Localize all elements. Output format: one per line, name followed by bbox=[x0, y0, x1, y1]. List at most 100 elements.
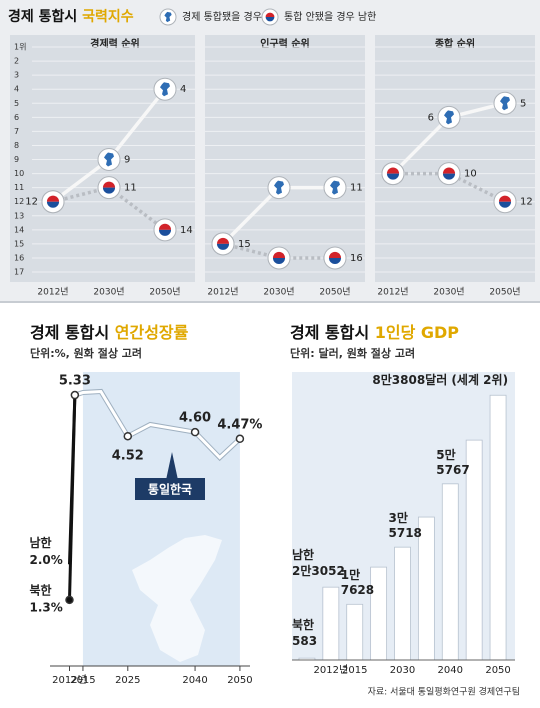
source: 자료: 서울대 통일평화연구원 경제연구팀 bbox=[368, 686, 520, 698]
data-label: 2.0% bbox=[29, 553, 62, 567]
panel-bg bbox=[375, 35, 535, 282]
panel-title: 경제력 순위 bbox=[90, 37, 139, 50]
y-tick-label: 14 bbox=[14, 225, 24, 234]
peninsula bbox=[164, 11, 172, 23]
peninsula bbox=[274, 180, 284, 195]
subtitle: 단위: 달러, 원화 절상 고려 bbox=[290, 346, 415, 360]
y-tick-label: 13 bbox=[14, 211, 24, 220]
data-label: 5 bbox=[520, 98, 526, 109]
bar-label: 남한 bbox=[292, 548, 315, 562]
y-tick-label: 6 bbox=[14, 113, 19, 122]
south-korea-marker bbox=[41, 190, 65, 214]
chart-title: 경제 통합시 연간성장률 bbox=[30, 323, 189, 342]
data-label: 12 bbox=[25, 197, 38, 208]
data-label: 5.33 bbox=[59, 374, 91, 389]
x-tick-label: 2030년 bbox=[93, 287, 124, 298]
y-tick-label: 15 bbox=[14, 239, 24, 248]
x-tick-label: 2050년 bbox=[149, 287, 180, 298]
y-tick-label: 7 bbox=[14, 127, 19, 136]
x-tick-label: 2012년 bbox=[314, 664, 349, 676]
data-label: 4 bbox=[180, 84, 186, 95]
taeguk-red bbox=[386, 167, 400, 174]
x-tick-label: 2050 bbox=[485, 665, 510, 676]
callout-pointer bbox=[166, 452, 178, 480]
series-line bbox=[222, 242, 335, 260]
y-tick-label: 10 bbox=[14, 169, 24, 178]
data-label: 5만 5767 bbox=[436, 447, 470, 477]
title-text: 경제 통합시 bbox=[8, 8, 77, 25]
y-tick-label: 2 bbox=[14, 57, 19, 66]
point bbox=[190, 427, 200, 437]
taeguk-blue bbox=[46, 201, 60, 208]
data-label: 6 bbox=[428, 112, 434, 123]
taeguk-blue bbox=[442, 173, 456, 180]
title-text: 경제 통합시 bbox=[30, 323, 109, 342]
data-label: 14 bbox=[180, 225, 193, 236]
data-label: 1만 7628 bbox=[340, 568, 375, 598]
taeguk-blue bbox=[265, 17, 275, 22]
data-label: 15 bbox=[238, 239, 251, 250]
bar bbox=[322, 586, 340, 661]
data-label: 3만 5718 bbox=[388, 511, 422, 541]
taeguk-red bbox=[158, 223, 172, 230]
title-highlight: 1인당 GDP bbox=[375, 323, 460, 342]
south-korea-marker bbox=[493, 190, 517, 214]
taeguk-red bbox=[102, 181, 116, 188]
data-label: 4.60 bbox=[179, 411, 211, 426]
panel-title: 인구력 순위 bbox=[260, 37, 309, 50]
data-label: 8만3808달러 (세계 2위) bbox=[372, 373, 509, 388]
bar bbox=[489, 394, 507, 661]
unified-marker bbox=[159, 8, 177, 26]
peninsula bbox=[330, 180, 340, 195]
data-label: 10 bbox=[464, 169, 477, 180]
x-tick-label: 2050년 bbox=[319, 287, 350, 298]
south-korea-marker bbox=[211, 232, 235, 256]
series-line bbox=[67, 395, 77, 600]
x-tick-label: 2015 bbox=[70, 675, 95, 686]
bar bbox=[394, 546, 411, 661]
unified-marker bbox=[97, 148, 121, 171]
x-tick-label: 2040 bbox=[438, 665, 463, 676]
x-tick-label: 2012년 bbox=[207, 287, 238, 298]
y-tick-label: 8 bbox=[14, 141, 19, 150]
taeguk-red bbox=[442, 167, 456, 174]
y-tick-label: 3 bbox=[14, 71, 19, 80]
callout-box bbox=[135, 478, 205, 500]
y-tick-label: 11 bbox=[14, 183, 24, 192]
legend-label: 통합 안됐을 경우 남한 bbox=[284, 10, 376, 23]
taeguk-red bbox=[498, 195, 512, 202]
bar bbox=[346, 603, 364, 661]
peninsula bbox=[444, 110, 454, 125]
bar bbox=[441, 483, 459, 661]
taeguk-red bbox=[328, 251, 342, 258]
south-korea-marker bbox=[261, 8, 279, 26]
x-tick-label: 2015 bbox=[342, 665, 367, 676]
series-name: 통일한국 bbox=[148, 482, 192, 497]
data-label: 4.47% bbox=[217, 417, 262, 432]
y-tick-label: 5 bbox=[14, 99, 19, 108]
x-tick-label: 2025 bbox=[115, 675, 140, 686]
series-name: 남한 bbox=[29, 535, 51, 550]
x-tick-label: 2030년 bbox=[263, 287, 294, 298]
data-label: 2만3052 bbox=[292, 564, 345, 578]
data-label: 16 bbox=[350, 253, 363, 264]
y-tick-label: 12 bbox=[14, 197, 24, 206]
x-tick-label: 2040 bbox=[182, 675, 207, 686]
data-label: 11 bbox=[350, 183, 363, 194]
x-tick-label: 2050 bbox=[227, 675, 252, 686]
south-korea-marker bbox=[97, 176, 121, 200]
point bbox=[123, 431, 133, 441]
x-tick-label: 2030년 bbox=[433, 287, 464, 298]
series-line bbox=[52, 185, 167, 232]
taeguk-blue bbox=[158, 229, 172, 236]
data-label: 9 bbox=[124, 155, 130, 166]
south-korea-marker bbox=[153, 218, 177, 242]
map bbox=[132, 535, 222, 662]
peninsula bbox=[160, 82, 170, 97]
x-tick-label: 2012년 bbox=[37, 287, 68, 298]
data-label: 11 bbox=[124, 183, 137, 194]
peninsula bbox=[104, 152, 114, 167]
x-tick-label: 2050년 bbox=[489, 287, 520, 298]
south-korea-marker bbox=[323, 246, 347, 270]
